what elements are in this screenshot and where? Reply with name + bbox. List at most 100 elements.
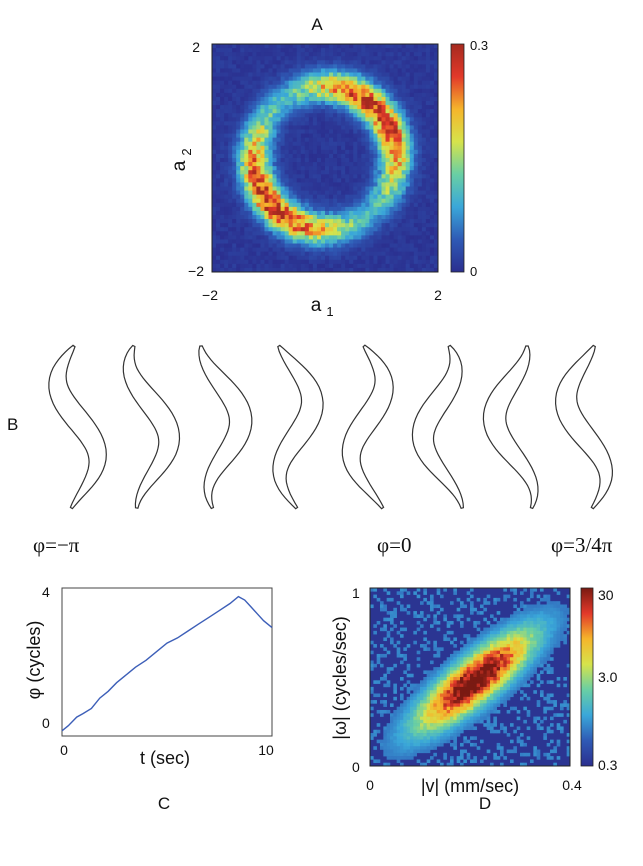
heatmap-a-cell-1792 [341,44,346,49]
heatmap-a-cell-1393 [308,243,314,248]
heatmap-d-cell-728 [460,601,464,605]
heatmap-d-cell-537 [440,647,444,651]
heatmap-d-cell-1630 [553,614,557,618]
heatmap-d-cell-20 [373,663,377,668]
heatmap-d-cell-1586 [546,680,551,684]
heatmap-a-cell-59 [216,56,221,61]
heatmap-d-cell-1404 [526,647,531,651]
heatmap-a-cell-1309 [304,129,310,134]
heatmap-a-cell-817 [268,178,273,183]
heatmap-a-cell-375 [236,202,241,208]
heatmap-d-cell-565 [443,614,447,618]
heatmap-a-cell-3109 [433,162,438,167]
heatmap-d-cell-1599 [550,611,554,615]
heatmap-d-cell-479 [433,680,437,684]
heatmap-d-cell-780 [463,686,467,691]
heatmap-d-cell-1051 [490,670,494,675]
heatmap-a-cell-24 [212,141,217,147]
heatmap-d-cell-1627 [553,604,557,609]
heatmap-d-cell-1617 [550,700,554,704]
d-xtick-right: 0.4 [562,777,582,793]
heatmap-a-cell-2054 [357,198,362,204]
heatmap-a-cell-727 [260,267,265,272]
heatmap-a-cell-2114 [361,215,366,220]
heatmap-a-cell-1590 [325,133,330,138]
heatmap-d-cell-335 [416,726,421,731]
heatmap-d-cell-1185 [503,660,507,665]
heatmap-d-cell-1109 [496,630,501,635]
heatmap-a-cell-1696 [333,109,338,114]
heatmap-a-cell-1319 [304,170,310,175]
heatmap-a-cell-3059 [429,186,435,191]
c-ytick-top: 4 [42,584,50,600]
heatmap-d-cell-1219 [506,670,511,675]
heatmap-a-cell-485 [244,194,249,200]
heatmap-d-cell-1620 [550,723,554,727]
heatmap-a-cell-320 [232,206,237,212]
heatmap-a-cell-2230 [369,231,374,236]
heatmap-a-cell-2203 [369,121,374,126]
heatmap-d-cell-1130 [496,700,501,704]
heatmap-a-cell-434 [240,215,245,220]
heatmap-d-cell-983 [483,667,487,671]
heatmap-a-cell-816 [268,174,273,179]
heatmap-d-cell-101 [386,752,391,757]
heatmap-a-cell-2084 [361,92,366,98]
heatmap-a-cell-1311 [304,137,310,143]
heatmap-a-cell-2179 [365,251,370,257]
heatmap-a-cell-1145 [292,145,298,151]
heatmap-a-cell-1823 [341,170,346,175]
heatmap-a-cell-1256 [300,141,306,147]
heatmap-a-cell-702 [260,166,265,171]
heatmap-a-cell-1376 [308,174,314,179]
heatmap-a-cell-173 [224,64,229,69]
heatmap-a-cell-1034 [284,149,289,155]
heatmap-a-cell-391 [236,267,241,272]
heatmap-a-cell-858 [272,117,277,122]
heatmap-d-cell-265 [410,683,414,688]
heatmap-d-cell-186 [400,660,404,665]
heatmap-d-cell-453 [430,706,434,711]
heatmap-d-cell-756 [460,719,464,724]
heatmap-a-cell-163 [220,251,225,257]
heatmap-a-cell-610 [252,247,257,252]
heatmap-a-cell-3044 [429,125,435,130]
heatmap-d-cell-1710 [566,706,570,711]
heatmap-d-cell-1398 [526,627,531,632]
heatmap-a-cell-2464 [389,44,394,49]
heatmap-a-cell-2390 [381,198,386,204]
heatmap-d-cell-1526 [540,657,544,661]
heatmap-a-cell-1272 [300,206,306,212]
heatmap-a-cell-389 [236,259,241,265]
heatmap-d-cell-1408 [526,660,531,665]
heatmap-d-cell-1078 [493,647,497,651]
heatmap-d-cell-530 [436,733,441,737]
heatmap-a-cell-636 [256,125,261,130]
heatmap-a-cell-847 [272,72,277,77]
heatmap-a-cell-845 [272,64,277,69]
heatmap-d-cell-506 [436,627,441,632]
heatmap-d-cell-436 [430,597,434,602]
heatmap-d-cell-48 [380,700,384,704]
heatmap-a-cell-2291 [373,251,378,257]
heatmap-a-cell-2632 [401,44,407,49]
heatmap-a-cell-67 [216,88,221,94]
heatmap-a-cell-3063 [429,202,435,208]
heatmap-a-cell-471 [244,137,249,143]
heatmap-a-cell-2693 [405,64,411,69]
heatmap-d-cell-493 [433,726,437,731]
heatmap-a-cell-2376 [381,141,386,147]
heatmap-d-cell-1143 [500,637,504,642]
a-ylabel-main: a [169,160,190,171]
heatmap-d-cell-743 [460,677,464,681]
heatmap-a-cell-930 [276,182,281,187]
heatmap-a-cell-1640 [329,109,334,114]
heatmap-a-cell-875 [272,186,277,191]
heatmap-d-cell-1614 [550,670,554,675]
heatmap-a-cell-70 [216,101,221,106]
heatmap-a-cell-1500 [316,223,322,228]
heatmap-a-cell-3079 [429,267,435,272]
panel-label-a: A [311,15,323,34]
heatmap-a-cell-2937 [421,145,427,151]
heatmap-a-cell-1720 [333,206,338,212]
